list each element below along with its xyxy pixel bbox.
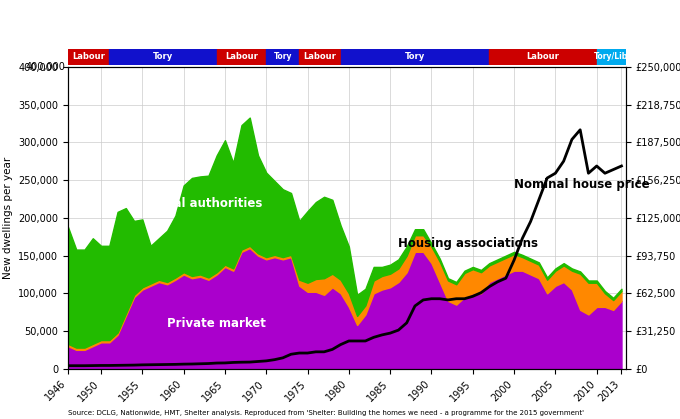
Bar — [109, 49, 217, 65]
Y-axis label: New dwellings per year: New dwellings per year — [3, 157, 13, 279]
Text: Housing associations: Housing associations — [398, 237, 539, 250]
Bar — [596, 49, 626, 65]
Text: Labour: Labour — [225, 52, 258, 62]
Text: Private market: Private market — [167, 317, 266, 330]
Text: Local authorities: Local authorities — [150, 197, 262, 210]
Text: Nominal house price: Nominal house price — [514, 178, 649, 191]
Bar — [267, 49, 299, 65]
Bar — [490, 49, 596, 65]
Bar — [341, 49, 490, 65]
Text: Labour: Labour — [72, 52, 105, 62]
Bar — [217, 49, 267, 65]
Text: Labour: Labour — [303, 52, 337, 62]
Text: 400,000: 400,000 — [26, 62, 65, 72]
Text: Tory: Tory — [153, 52, 173, 62]
Text: Source: DCLG, Nationwide, HMT, Shelter analysis. Reproduced from 'Shelter: Build: Source: DCLG, Nationwide, HMT, Shelter a… — [68, 410, 584, 416]
Bar — [68, 49, 109, 65]
Text: Tory/Lib: Tory/Lib — [594, 52, 628, 62]
Text: Labour: Labour — [526, 52, 560, 62]
Text: Tory: Tory — [273, 52, 292, 62]
Bar — [299, 49, 341, 65]
Text: Tory: Tory — [405, 52, 425, 62]
